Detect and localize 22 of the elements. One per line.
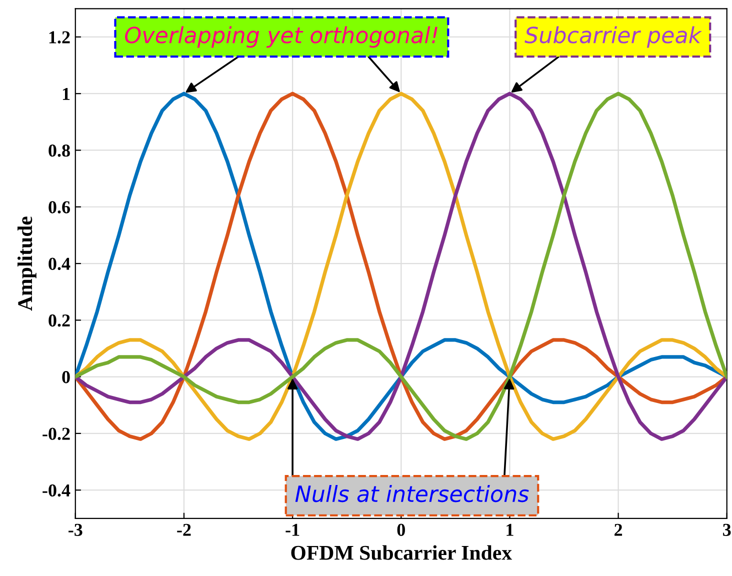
y-tick-label: -0.2 <box>42 428 70 440</box>
y-tick-label: 0.4 <box>48 258 70 270</box>
x-tick-label: 3 <box>723 524 731 536</box>
x-tick-label: -3 <box>68 524 82 536</box>
y-axis-title: Amplitude <box>18 216 36 311</box>
line-series <box>75 92 727 441</box>
y-tick-label: 0.6 <box>48 201 70 214</box>
annotation: Overlapping yet orthogonal! <box>125 26 438 48</box>
annotation: Nulls at intersections <box>295 484 529 502</box>
y-tick-label: 1 <box>62 88 70 100</box>
x-axis-title: OFDM Subcarrier Index <box>291 545 512 560</box>
x-tick-label: 1 <box>506 524 514 536</box>
y-tick-label: -0.4 <box>42 484 70 497</box>
y-tick-label: 1.2 <box>49 31 70 44</box>
x-tick-label: 2 <box>614 524 622 536</box>
y-tick-label: 0.2 <box>48 314 70 327</box>
y-tick-label: 0.8 <box>48 144 70 157</box>
annotation: Subcarrier peak <box>524 26 702 48</box>
y-tick-label: 0 <box>62 371 70 384</box>
x-tick-label: 0 <box>397 524 405 536</box>
x-tick-label: -2 <box>177 524 191 536</box>
x-tick-label: -1 <box>286 524 300 536</box>
